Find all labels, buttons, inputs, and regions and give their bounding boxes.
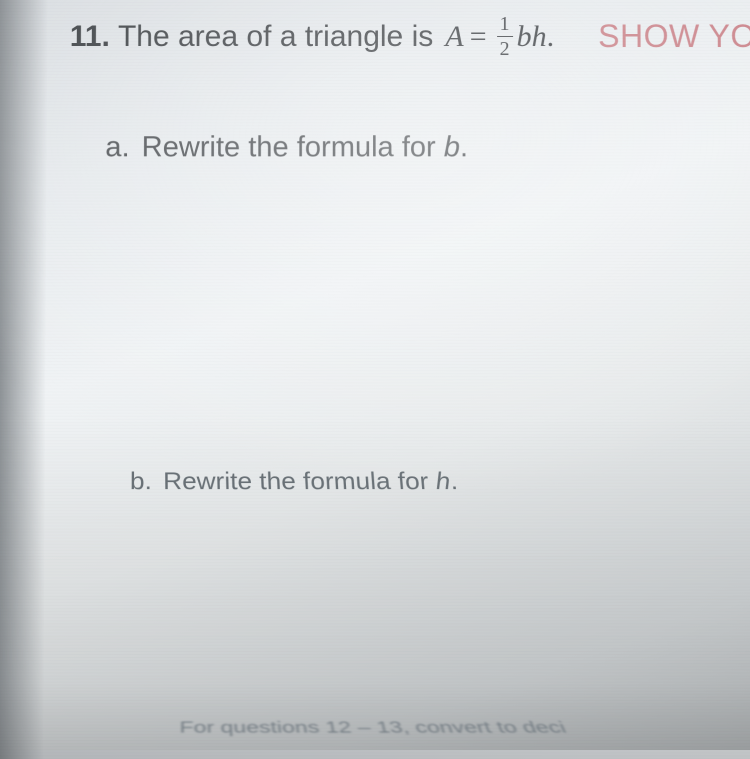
part-b-period: .	[449, 467, 459, 495]
next-section-hint: For questions 12 – 13, convert to deci	[180, 718, 570, 737]
part-a-label: a.	[105, 131, 129, 163]
equals-sign: =	[470, 19, 487, 53]
question-number: 11.	[70, 19, 110, 53]
show-work-label: SHOW YO	[598, 18, 750, 55]
formula-lhs: A	[445, 19, 463, 53]
worksheet-page: 11. The area of a triangle is A = 1 2 bh…	[0, 0, 750, 759]
question-line: 11. The area of a triangle is A = 1 2 bh…	[70, 14, 750, 59]
part-a-period: .	[460, 131, 468, 163]
formula-period: .	[547, 19, 555, 53]
part-b: b. Rewrite the formula for h.	[130, 467, 750, 496]
part-a-text: Rewrite the formula for	[142, 131, 436, 163]
part-a-variable: b	[444, 131, 460, 163]
part-a: a. Rewrite the formula for b.	[105, 131, 750, 164]
part-b-label: b.	[130, 467, 152, 495]
fraction-one-half: 1 2	[497, 14, 513, 59]
formula: A = 1 2 bh .	[445, 14, 554, 59]
fraction-denominator: 2	[497, 37, 513, 59]
fraction-numerator: 1	[497, 14, 513, 37]
formula-rhs: bh	[517, 19, 547, 53]
part-b-text: Rewrite the formula for	[163, 467, 430, 495]
question-prompt: The area of a triangle is	[118, 19, 433, 53]
